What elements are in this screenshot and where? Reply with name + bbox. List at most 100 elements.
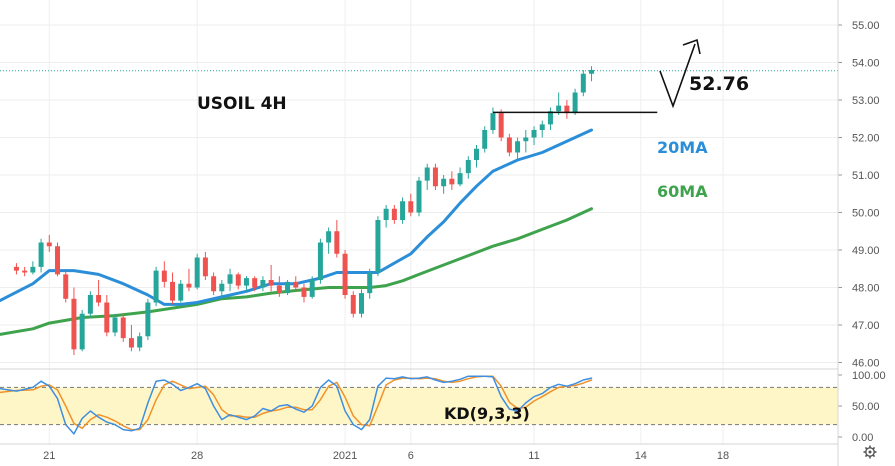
candle (474, 145, 480, 168)
ma20-label: 20MA (657, 138, 708, 157)
candle-body (474, 148, 480, 160)
candle (358, 289, 364, 318)
candle (235, 272, 241, 290)
time-tick-label: 14 (635, 450, 647, 462)
settings-gear-icon[interactable] (863, 445, 877, 459)
candle-body (268, 280, 274, 286)
time-tick-label: 6 (408, 450, 414, 462)
candle-body (260, 280, 266, 288)
candle (38, 238, 44, 273)
candle-body (55, 246, 61, 275)
candle-body (63, 274, 69, 299)
candle-body (104, 302, 110, 333)
kd-tick-label: 100.00 (852, 370, 886, 382)
candle (506, 133, 512, 157)
candle-body (383, 208, 389, 220)
candle (482, 126, 488, 153)
candle-body (416, 180, 422, 213)
candle (13, 263, 19, 275)
candle (170, 272, 176, 305)
candle (309, 276, 315, 299)
candle (564, 100, 570, 119)
candle-body (572, 92, 578, 114)
candle (145, 298, 151, 340)
candle-body (506, 137, 512, 153)
candle (153, 266, 159, 307)
candle-body (211, 276, 217, 292)
candle (293, 276, 299, 292)
candle-body (580, 73, 586, 93)
time-tick-label: 11 (528, 450, 539, 462)
candle-body (342, 253, 348, 295)
candle-body (145, 302, 151, 337)
candle-body (441, 178, 447, 187)
candle-body (589, 70, 595, 74)
candle-body (358, 293, 364, 314)
candle-body (194, 257, 200, 288)
candle (186, 268, 192, 292)
candle-body (408, 201, 414, 213)
candle (441, 175, 447, 194)
candle-body (301, 287, 307, 297)
candle-body (400, 201, 406, 220)
price-tick-label: 50.00 (852, 208, 880, 220)
time-tick-label: 28 (191, 450, 203, 462)
price-tick-label: 47.00 (852, 320, 880, 332)
candle (260, 276, 266, 292)
candle (120, 313, 126, 342)
candle-body (161, 270, 167, 282)
candle (342, 250, 348, 299)
candle (350, 291, 356, 318)
candles (13, 66, 595, 355)
candle-body (375, 220, 381, 273)
candle (515, 137, 521, 160)
candle (490, 107, 496, 134)
candle (301, 283, 307, 303)
candle-body (276, 285, 282, 294)
candle (96, 280, 102, 307)
candle-body (186, 283, 192, 288)
candle (63, 270, 69, 303)
candle-body (367, 272, 373, 294)
kd-axis: 100.00 50.00 0.00 (838, 370, 886, 444)
candle (104, 295, 110, 337)
candle (465, 156, 471, 179)
candle (416, 176, 422, 217)
candle (523, 130, 529, 153)
candle-body (432, 167, 438, 187)
candle-body (30, 266, 36, 273)
candle-body (482, 130, 488, 149)
candle (572, 88, 578, 115)
candle-body (556, 105, 562, 112)
candle-body (498, 113, 504, 138)
candle (539, 120, 545, 138)
candle-body (457, 173, 463, 185)
candle-body (490, 113, 496, 130)
candle (367, 268, 373, 299)
candle-body (564, 105, 570, 114)
candle-body (170, 281, 176, 301)
candle-body (219, 283, 225, 292)
candle (112, 313, 118, 337)
price-tick-label: 49.00 (852, 245, 880, 257)
candle (580, 70, 586, 97)
candle (22, 266, 28, 277)
candle (55, 242, 61, 277)
candle-body (22, 270, 28, 273)
price-tick-label: 46.00 (852, 358, 880, 370)
price-label: 52.76 (689, 73, 749, 95)
candle-body (235, 274, 241, 286)
candle (211, 272, 217, 295)
kd-lines (0, 375, 593, 435)
candle (547, 107, 553, 130)
candle (276, 276, 282, 297)
candle-body (178, 283, 184, 301)
candle (87, 291, 93, 318)
candle (383, 205, 389, 228)
candle (375, 216, 381, 277)
kd-band-fill (0, 387, 838, 425)
candle (268, 265, 274, 292)
candle-body (120, 317, 126, 339)
price-tick-label: 54.00 (852, 58, 880, 70)
